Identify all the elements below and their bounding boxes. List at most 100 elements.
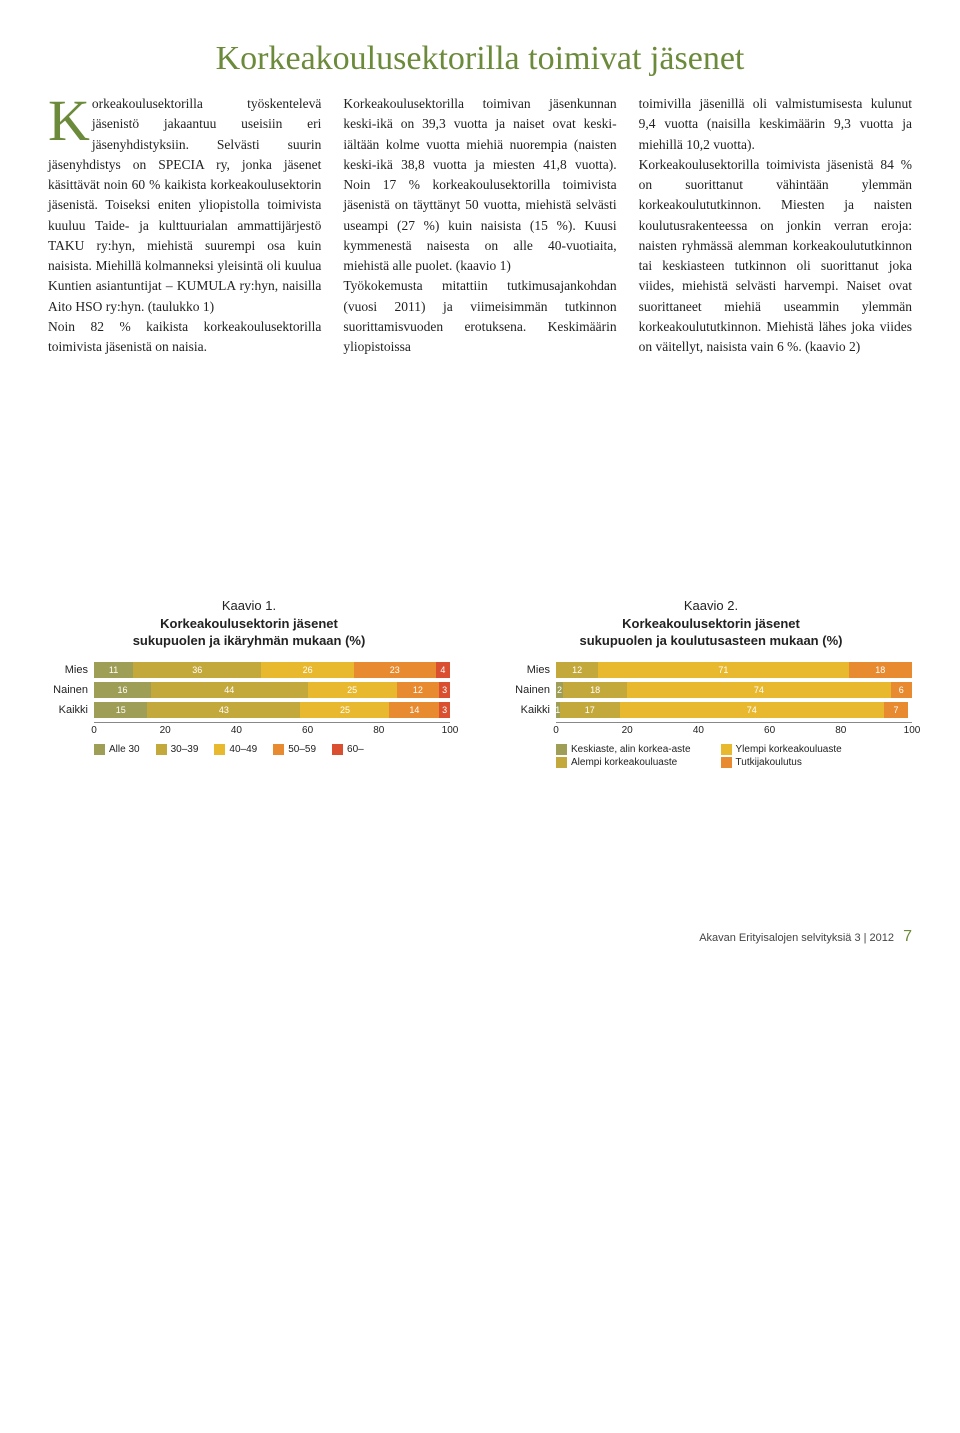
bar-segment: 25 bbox=[308, 682, 397, 698]
legend-swatch bbox=[721, 757, 732, 768]
bar-row: Nainen164425123 bbox=[48, 682, 450, 698]
bar-segment: 12 bbox=[397, 682, 440, 698]
x-tick: 80 bbox=[373, 725, 384, 736]
legend-item: Ylempi korkeakouluaste bbox=[721, 744, 842, 755]
bar-segment: 36 bbox=[133, 662, 261, 678]
bar-track: 127118 bbox=[556, 662, 912, 678]
bar-track: 164425123 bbox=[94, 682, 450, 698]
bar-row-label: Mies bbox=[510, 664, 556, 676]
bar-segment: 43 bbox=[147, 702, 300, 718]
bar-segment: 16 bbox=[94, 682, 151, 698]
bar-segment: 17 bbox=[560, 702, 621, 718]
x-tick: 60 bbox=[764, 725, 775, 736]
dropcap: K bbox=[48, 98, 90, 144]
bar-segment: 3 bbox=[439, 702, 450, 718]
bar-segment: 12 bbox=[556, 662, 598, 678]
x-tick: 0 bbox=[553, 725, 559, 736]
legend-label: Ylempi korkeakouluaste bbox=[736, 744, 842, 755]
bar-segment: 11 bbox=[94, 662, 133, 678]
bar-segment: 23 bbox=[354, 662, 436, 678]
column-2: Korkeakoulusektorilla toimivan jäsenkunn… bbox=[343, 94, 616, 357]
bar-segment: 44 bbox=[151, 682, 308, 698]
bar-segment: 4 bbox=[436, 662, 450, 678]
x-tick: 100 bbox=[904, 725, 921, 736]
bar-segment: 25 bbox=[300, 702, 389, 718]
bar-row: Kaikki154325143 bbox=[48, 702, 450, 718]
x-axis: 020406080100 bbox=[556, 722, 912, 738]
col3-text: toimivilla jäsenillä oli valmistumisesta… bbox=[639, 96, 912, 354]
page-number: 7 bbox=[903, 928, 912, 945]
page-footer: Akavan Erityisalojen selvityksiä 3 | 201… bbox=[48, 928, 912, 946]
legend-label: Keskiaste, alin korkea-aste bbox=[571, 744, 691, 755]
legend-swatch bbox=[556, 744, 567, 755]
legend-item: Alle 30 bbox=[94, 744, 140, 755]
bar-row: Nainen218746 bbox=[510, 682, 912, 698]
chart-2: Kaavio 2.Korkeakoulusektorin jäsenetsuku… bbox=[510, 597, 912, 768]
x-tick: 100 bbox=[442, 725, 459, 736]
x-tick: 20 bbox=[622, 725, 633, 736]
column-1: K orkeakoulusektorilla työskentelevä jäs… bbox=[48, 94, 321, 357]
legend-swatch bbox=[556, 757, 567, 768]
x-tick: 0 bbox=[91, 725, 97, 736]
bar-row: Kaikki117747 bbox=[510, 702, 912, 718]
bar-segment: 74 bbox=[620, 702, 883, 718]
bar-track: 113626234 bbox=[94, 662, 450, 678]
chart-title: Kaavio 1.Korkeakoulusektorin jäsenetsuku… bbox=[48, 597, 450, 650]
chart-legend: Alle 30 30–39 40–49 50–59 60– bbox=[94, 744, 450, 755]
x-tick: 60 bbox=[302, 725, 313, 736]
legend-swatch bbox=[273, 744, 284, 755]
bar-track: 218746 bbox=[556, 682, 912, 698]
legend-label: Alle 30 bbox=[109, 744, 140, 755]
bar-segment: 6 bbox=[891, 682, 912, 698]
legend-item: 60– bbox=[332, 744, 364, 755]
legend-label: 30–39 bbox=[171, 744, 199, 755]
bar-segment: 18 bbox=[563, 682, 627, 698]
legend-label: 40–49 bbox=[229, 744, 257, 755]
chart-legend: Keskiaste, alin korkea-aste Alempi korkea… bbox=[556, 744, 912, 768]
bar-row-label: Nainen bbox=[48, 684, 94, 696]
bar-row-label: Mies bbox=[48, 664, 94, 676]
col2-text: Korkeakoulusektorilla toimivan jäsenkunn… bbox=[343, 96, 616, 354]
bar-row: Mies113626234 bbox=[48, 662, 450, 678]
legend-swatch bbox=[156, 744, 167, 755]
x-tick: 80 bbox=[835, 725, 846, 736]
bar-segment: 7 bbox=[884, 702, 909, 718]
x-tick: 40 bbox=[693, 725, 704, 736]
bar-segment: 14 bbox=[389, 702, 439, 718]
bar-segment: 18 bbox=[849, 662, 912, 678]
bar-segment: 15 bbox=[94, 702, 147, 718]
legend-label: Alempi korkeakouluaste bbox=[571, 757, 677, 768]
bar-row-label: Kaikki bbox=[48, 704, 94, 716]
legend-label: 50–59 bbox=[288, 744, 316, 755]
bar-segment: 74 bbox=[627, 682, 890, 698]
legend-item: 30–39 bbox=[156, 744, 199, 755]
body-columns: K orkeakoulusektorilla työskentelevä jäs… bbox=[48, 94, 912, 357]
footer-text: Akavan Erityisalojen selvityksiä 3 | 201… bbox=[699, 932, 894, 944]
bar-row: Mies127118 bbox=[510, 662, 912, 678]
chart-1: Kaavio 1.Korkeakoulusektorin jäsenetsuku… bbox=[48, 597, 450, 768]
legend-swatch bbox=[332, 744, 343, 755]
legend-label: Tutkijakoulutus bbox=[736, 757, 802, 768]
legend-item: Keskiaste, alin korkea-aste bbox=[556, 744, 691, 755]
bar-row-label: Kaikki bbox=[510, 704, 556, 716]
legend-swatch bbox=[721, 744, 732, 755]
legend-swatch bbox=[94, 744, 105, 755]
x-tick: 20 bbox=[160, 725, 171, 736]
legend-swatch bbox=[214, 744, 225, 755]
legend-label: 60– bbox=[347, 744, 364, 755]
legend-item: 40–49 bbox=[214, 744, 257, 755]
x-axis: 020406080100 bbox=[94, 722, 450, 738]
bar-segment: 2 bbox=[556, 682, 563, 698]
bar-track: 117747 bbox=[556, 702, 912, 718]
page-title: Korkeakoulusektorilla toimivat jäsenet bbox=[48, 40, 912, 78]
bar-segment: 3 bbox=[439, 682, 450, 698]
bar-segment: 26 bbox=[261, 662, 354, 678]
x-tick: 40 bbox=[231, 725, 242, 736]
bar-track: 154325143 bbox=[94, 702, 450, 718]
legend-item: 50–59 bbox=[273, 744, 316, 755]
chart-title: Kaavio 2.Korkeakoulusektorin jäsenetsuku… bbox=[510, 597, 912, 650]
charts-row: Kaavio 1.Korkeakoulusektorin jäsenetsuku… bbox=[48, 597, 912, 768]
bar-segment: 71 bbox=[598, 662, 848, 678]
column-3: toimivilla jäsenillä oli valmistumisesta… bbox=[639, 94, 912, 357]
legend-item: Alempi korkeakouluaste bbox=[556, 757, 691, 768]
